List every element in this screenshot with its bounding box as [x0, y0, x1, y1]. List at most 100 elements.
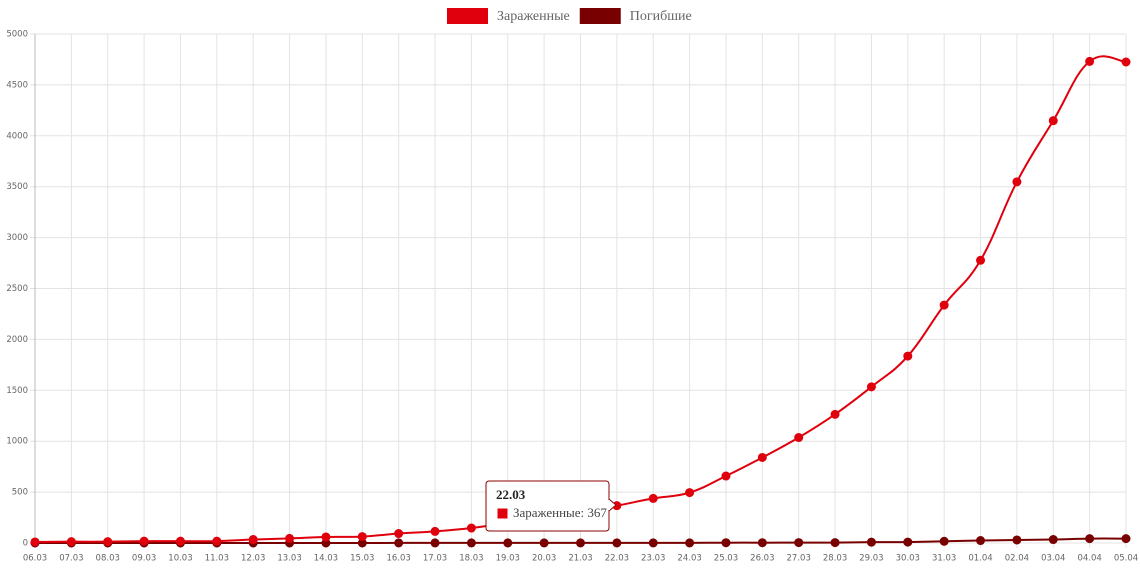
x-tick-label: 28.03	[823, 554, 847, 564]
data-point	[357, 532, 367, 542]
data-point	[866, 382, 876, 392]
data-point	[175, 536, 185, 546]
data-point	[1085, 534, 1095, 544]
data-point	[394, 529, 404, 539]
x-tick-label: 02.04	[1005, 554, 1029, 564]
grid: 0 500 1000 1500 2000 2500 3000 3500 4000 4500 5000…	[6, 30, 1138, 564]
data-point	[248, 535, 258, 545]
data-point	[830, 409, 840, 419]
data-point	[285, 533, 295, 543]
x-tick-label: 01.04	[968, 554, 992, 564]
legend-swatch	[447, 8, 488, 24]
data-point	[939, 536, 949, 546]
data-point	[66, 537, 76, 547]
data-point	[1121, 534, 1131, 544]
data-point	[939, 300, 949, 310]
tooltip: 22.03 Зараженные: 367	[485, 480, 617, 532]
data-point	[30, 537, 40, 547]
data-point	[757, 452, 767, 462]
tooltip-caret-cover	[608, 500, 610, 510]
legend-label: Зараженные	[497, 9, 570, 24]
y-tick-label: 3500	[6, 182, 28, 192]
data-point	[903, 351, 913, 361]
x-tick-label: 14.03	[314, 554, 338, 564]
x-tick-label: 19.03	[496, 554, 520, 564]
x-tick-label: 09.03	[132, 554, 156, 564]
data-point	[903, 537, 913, 547]
x-tick-label: 24.03	[677, 554, 701, 564]
data-point	[866, 537, 876, 547]
x-tick-label: 10.03	[168, 554, 192, 564]
x-tick-label: 21.03	[568, 554, 592, 564]
x-tick-label: 13.03	[277, 554, 301, 564]
x-tick-label: 03.04	[1041, 554, 1065, 564]
data-point	[1121, 57, 1131, 67]
data-point	[721, 538, 731, 548]
data-point	[1048, 116, 1058, 126]
data-point	[648, 493, 658, 503]
data-point	[648, 538, 658, 548]
x-tick-label: 29.03	[859, 554, 883, 564]
x-tick-label: 30.03	[896, 554, 920, 564]
x-tick-label: 11.03	[205, 554, 229, 564]
tooltip-swatch	[496, 507, 509, 520]
data-point	[794, 538, 804, 548]
data-point	[539, 538, 549, 548]
y-tick-label: 500	[12, 488, 28, 498]
data-point	[466, 523, 476, 533]
y-tick-label: 3000	[6, 233, 28, 243]
data-point	[685, 538, 695, 548]
y-tick-label: 5000	[6, 30, 28, 40]
data-point	[976, 255, 986, 265]
data-point	[321, 532, 331, 542]
data-point	[612, 538, 622, 548]
data-point	[394, 538, 404, 548]
y-tick-label: 1500	[6, 386, 28, 396]
x-tick-label: 18.03	[459, 554, 483, 564]
x-tick-label: 06.03	[23, 554, 47, 564]
tooltip-title: 22.03	[496, 487, 526, 502]
data-point	[976, 536, 986, 546]
data-point	[466, 538, 476, 548]
legend-label: Погибшие	[630, 9, 692, 24]
y-tick-label: 0	[23, 539, 28, 549]
data-point	[430, 526, 440, 536]
data-point	[830, 538, 840, 548]
data-point	[1012, 177, 1022, 187]
x-tick-label: 15.03	[350, 554, 374, 564]
y-tick-label: 4500	[6, 80, 28, 90]
data-point	[757, 538, 767, 548]
x-tick-label: 20.03	[532, 554, 556, 564]
data-point	[1012, 535, 1022, 545]
y-tick-label: 4000	[6, 131, 28, 141]
y-tick-label: 2500	[6, 284, 28, 294]
x-tick-label: 26.03	[750, 554, 774, 564]
x-tick-label: 04.04	[1077, 554, 1101, 564]
data-point	[139, 536, 149, 546]
tooltip-label: Зараженные: 367	[513, 505, 607, 520]
x-tick-label: 07.03	[59, 554, 83, 564]
data-point	[794, 433, 804, 443]
data-point	[1085, 56, 1095, 66]
data-point	[576, 538, 585, 548]
x-tick-label: 12.03	[241, 554, 265, 564]
x-tick-label: 25.03	[714, 554, 738, 564]
x-tick-label: 05.04	[1114, 554, 1138, 564]
data-point	[212, 536, 222, 546]
legend: Зараженные Погибшие	[447, 8, 692, 24]
data-point	[103, 537, 113, 547]
x-tick-label: 16.03	[386, 554, 410, 564]
x-tick-label: 17.03	[423, 554, 447, 564]
x-tick-label: 31.03	[932, 554, 956, 564]
legend-swatch	[579, 8, 621, 24]
x-tick-label: 23.03	[641, 554, 665, 564]
data-point	[721, 471, 731, 481]
y-tick-label: 1000	[6, 437, 28, 447]
data-point	[503, 538, 513, 548]
x-tick-label: 22.03	[605, 554, 629, 564]
data-point	[685, 488, 695, 498]
y-tick-label: 2000	[6, 335, 28, 345]
x-tick-label: 27.03	[787, 554, 811, 564]
data-point	[1048, 535, 1058, 545]
